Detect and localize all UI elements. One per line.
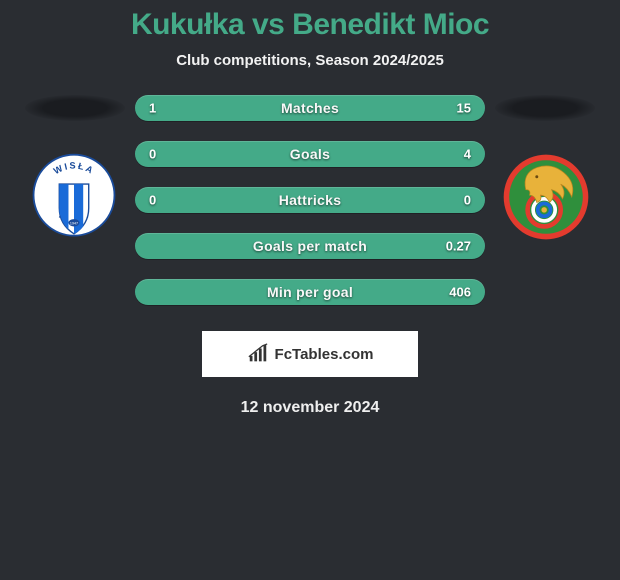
brand-text: FcTables.com [275, 346, 374, 363]
player-shadow-left [25, 95, 125, 121]
stat-right-value: 15 [457, 101, 471, 116]
stat-label: Matches [281, 100, 339, 116]
stat-right-value: 0 [464, 193, 471, 208]
stat-label: Min per goal [267, 284, 353, 300]
club-badge-left: WISŁA PŁOCK 1947 [25, 151, 123, 243]
chart-icon [247, 343, 269, 365]
club-badge-right [497, 151, 595, 243]
comparison-card: Kukułka vs Benedikt Mioc Club competitio… [0, 0, 620, 417]
stat-left-value: 0 [149, 193, 156, 208]
stat-right-value: 406 [449, 285, 471, 300]
stat-left-value: 1 [149, 101, 156, 116]
stat-label: Hattricks [279, 192, 342, 208]
stat-right-value: 4 [464, 147, 471, 162]
stat-label: Goals per match [253, 238, 367, 254]
stat-row-matches: 1 Matches 15 [135, 95, 485, 121]
stats-area: WISŁA PŁOCK 1947 1 Matches 15 [0, 95, 620, 305]
stat-rows: 1 Matches 15 0 Goals 4 0 Hattricks 0 Goa… [135, 95, 485, 305]
stat-label: Goals [290, 146, 330, 162]
stat-row-goals: 0 Goals 4 [135, 141, 485, 167]
stat-row-gpm: Goals per match 0.27 [135, 233, 485, 259]
date-line: 12 november 2024 [0, 399, 620, 417]
stat-row-hattricks: 0 Hattricks 0 [135, 187, 485, 213]
player-shadow-right [495, 95, 595, 121]
left-column: WISŁA PŁOCK 1947 [15, 95, 135, 243]
stat-row-mpg: Min per goal 406 [135, 279, 485, 305]
stat-right-value: 0.27 [446, 239, 471, 254]
subtitle: Club competitions, Season 2024/2025 [0, 52, 620, 69]
badge-left-year: 1947 [70, 222, 78, 226]
stat-left-value: 0 [149, 147, 156, 162]
right-column [485, 95, 605, 243]
page-title: Kukułka vs Benedikt Mioc [0, 8, 620, 42]
brand-box[interactable]: FcTables.com [202, 331, 418, 377]
